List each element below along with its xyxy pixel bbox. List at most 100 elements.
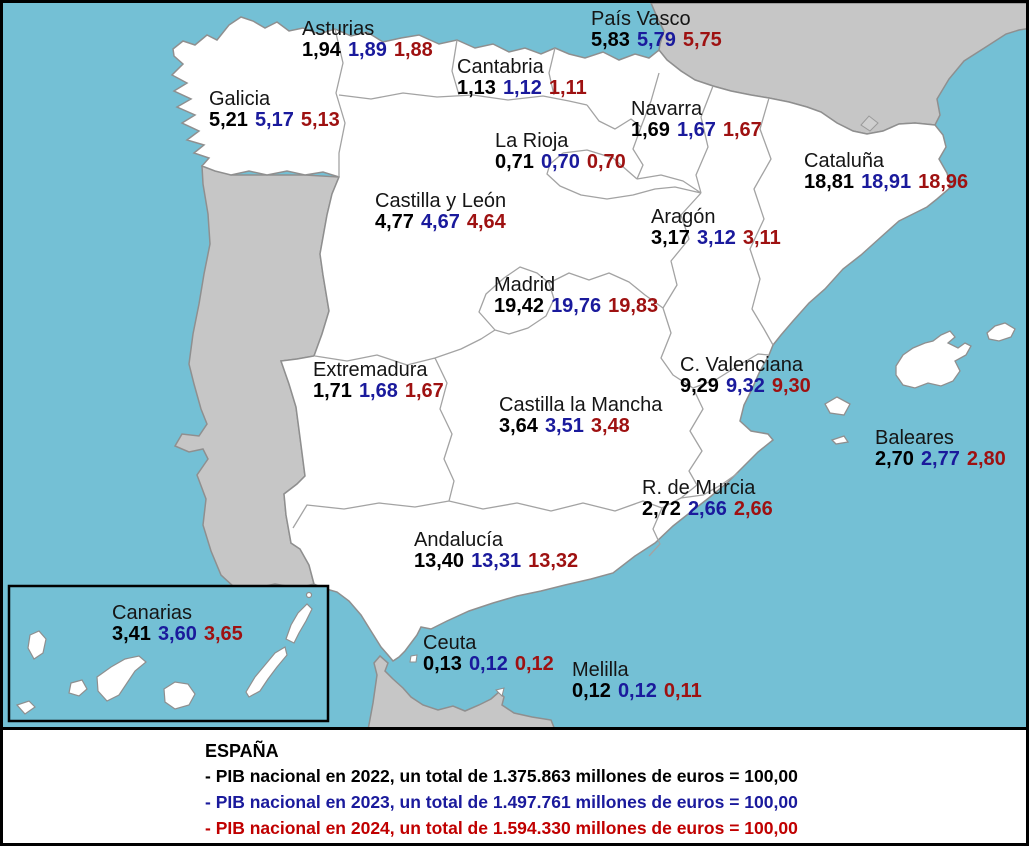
value-2023: 5,17 <box>254 109 294 131</box>
region-values: 13,40 13,31 13,32 <box>414 551 578 572</box>
value-2023: 1,89 <box>347 39 387 61</box>
value-2022: 5,21 <box>209 109 248 131</box>
value-2023: 2,66 <box>687 498 727 520</box>
region-values: 2,70 2,77 2,80 <box>875 449 1006 470</box>
value-2022: 18,81 <box>804 171 855 193</box>
region-values: 1,71 1,68 1,67 <box>313 381 444 402</box>
el-hierro-island <box>15 700 36 715</box>
region-name: Castilla la Mancha <box>499 394 663 416</box>
region-label-r-de-murcia: R. de Murcia 2,72 2,66 2,66 <box>642 478 773 520</box>
value-2023: 13,31 <box>471 550 522 572</box>
value-2023: 1,12 <box>502 77 542 99</box>
region-borders <box>292 28 774 557</box>
region-values: 3,41 3,60 3,65 <box>112 624 243 645</box>
value-2022: 1,94 <box>302 39 341 61</box>
morocco-landmass <box>367 654 557 731</box>
value-2024: 0,70 <box>586 151 626 173</box>
value-2023: 2,77 <box>920 448 960 470</box>
legend-title: ESPAÑA <box>205 741 279 761</box>
value-2022: 2,72 <box>642 498 681 520</box>
canarias-inset <box>7 584 330 723</box>
value-2022: 9,29 <box>680 375 719 397</box>
ceuta-point <box>495 687 505 697</box>
region-label-canarias: Canarias 3,41 3,60 3,65 <box>112 603 243 645</box>
region-label-navarra: Navarra 1,69 1,67 1,67 <box>631 99 762 141</box>
value-2022: 3,41 <box>112 623 151 645</box>
region-name: Ceuta <box>423 632 477 654</box>
value-2024: 1,88 <box>393 39 433 61</box>
region-values: 9,29 9,32 9,30 <box>680 376 811 397</box>
value-2022: 0,71 <box>495 151 534 173</box>
value-2023: 9,32 <box>725 375 765 397</box>
value-2024: 5,75 <box>682 29 722 51</box>
legend-panel: ESPAÑA - PIB nacional en 2022, un total … <box>3 727 1026 843</box>
value-2022: 2,70 <box>875 448 914 470</box>
balearic-islands <box>824 322 1016 445</box>
region-values: 0,12 0,12 0,11 <box>572 681 702 702</box>
value-2023: 0,12 <box>468 653 508 675</box>
region-name: Cataluña <box>804 150 885 172</box>
value-2022: 0,13 <box>423 653 462 675</box>
value-2024: 1,67 <box>722 119 762 141</box>
value-2022: 1,69 <box>631 119 670 141</box>
value-2024: 4,64 <box>466 211 506 233</box>
region-values: 5,21 5,17 5,13 <box>209 110 340 131</box>
region-name: Canarias <box>112 602 193 624</box>
region-label-andalucia: Andalucía 13,40 13,31 13,32 <box>414 530 578 572</box>
value-2024: 3,65 <box>203 623 243 645</box>
gran-canaria-island <box>163 681 196 710</box>
region-label-castilla-y-leon: Castilla y León 4,77 4,67 4,64 <box>375 191 506 233</box>
value-2022: 5,83 <box>591 29 630 51</box>
region-name: Andalucía <box>414 529 503 551</box>
la-palma-island <box>27 630 47 660</box>
value-2023: 1,68 <box>358 380 398 402</box>
region-name: País Vasco <box>591 8 691 30</box>
value-2024: 0,11 <box>663 680 702 702</box>
menorca <box>986 322 1016 342</box>
map-canvas <box>7 3 1026 731</box>
value-2022: 19,42 <box>494 295 545 317</box>
region-values: 2,72 2,66 2,66 <box>642 499 773 520</box>
region-name: Galicia <box>209 88 271 110</box>
region-name: Melilla <box>572 659 629 681</box>
value-2024: 9,30 <box>771 375 811 397</box>
value-2024: 3,11 <box>742 227 781 249</box>
region-label-extremadura: Extremadura 1,71 1,68 1,67 <box>313 360 444 402</box>
legend-line-2022: - PIB nacional en 2022, un total de 1.37… <box>205 766 798 786</box>
region-name: R. de Murcia <box>642 477 756 499</box>
value-2024: 19,83 <box>608 295 659 317</box>
region-name: La Rioja <box>495 130 569 152</box>
value-2023: 19,76 <box>551 295 602 317</box>
region-name: Asturias <box>302 18 375 40</box>
region-name: Extremadura <box>313 359 428 381</box>
region-label-baleares: Baleares 2,70 2,77 2,80 <box>875 428 1006 470</box>
region-label-aragon: Aragón 3,17 3,12 3,11 <box>651 207 781 249</box>
formentera <box>830 435 850 445</box>
region-label-cantabria: Cantabria 1,13 1,12 1,11 <box>457 57 587 99</box>
value-2023: 4,67 <box>420 211 460 233</box>
value-2022: 1,71 <box>313 380 352 402</box>
region-name: Navarra <box>631 98 703 120</box>
value-2024: 3,48 <box>590 415 630 437</box>
value-2022: 13,40 <box>414 550 465 572</box>
value-2023: 3,60 <box>157 623 197 645</box>
tenerife-island <box>96 655 147 702</box>
region-values: 0,13 0,12 0,12 <box>423 654 554 675</box>
region-values: 19,42 19,76 19,83 <box>494 296 658 317</box>
legend-line-2023: - PIB nacional en 2023, un total de 1.49… <box>205 792 798 812</box>
legend-line-2024: - PIB nacional en 2024, un total de 1.59… <box>205 818 798 838</box>
value-2022: 3,17 <box>651 227 690 249</box>
region-label-cataluna: Cataluña 18,81 18,91 18,96 <box>804 151 968 193</box>
region-label-c-valenciana: C. Valenciana 9,29 9,32 9,30 <box>680 355 811 397</box>
region-values: 3,64 3,51 3,48 <box>499 416 662 437</box>
tarifa-point <box>409 654 418 663</box>
region-name: Madrid <box>494 274 556 296</box>
region-name: Cantabria <box>457 56 544 78</box>
region-label-pais-vasco: País Vasco 5,83 5,79 5,75 <box>591 9 722 51</box>
region-name: Baleares <box>875 427 954 449</box>
region-values: 3,17 3,12 3,11 <box>651 228 781 249</box>
region-label-la-rioja: La Rioja 0,71 0,70 0,70 <box>495 131 626 173</box>
region-values: 1,13 1,12 1,11 <box>457 78 587 99</box>
region-label-ceuta: Ceuta 0,13 0,12 0,12 <box>423 633 554 675</box>
